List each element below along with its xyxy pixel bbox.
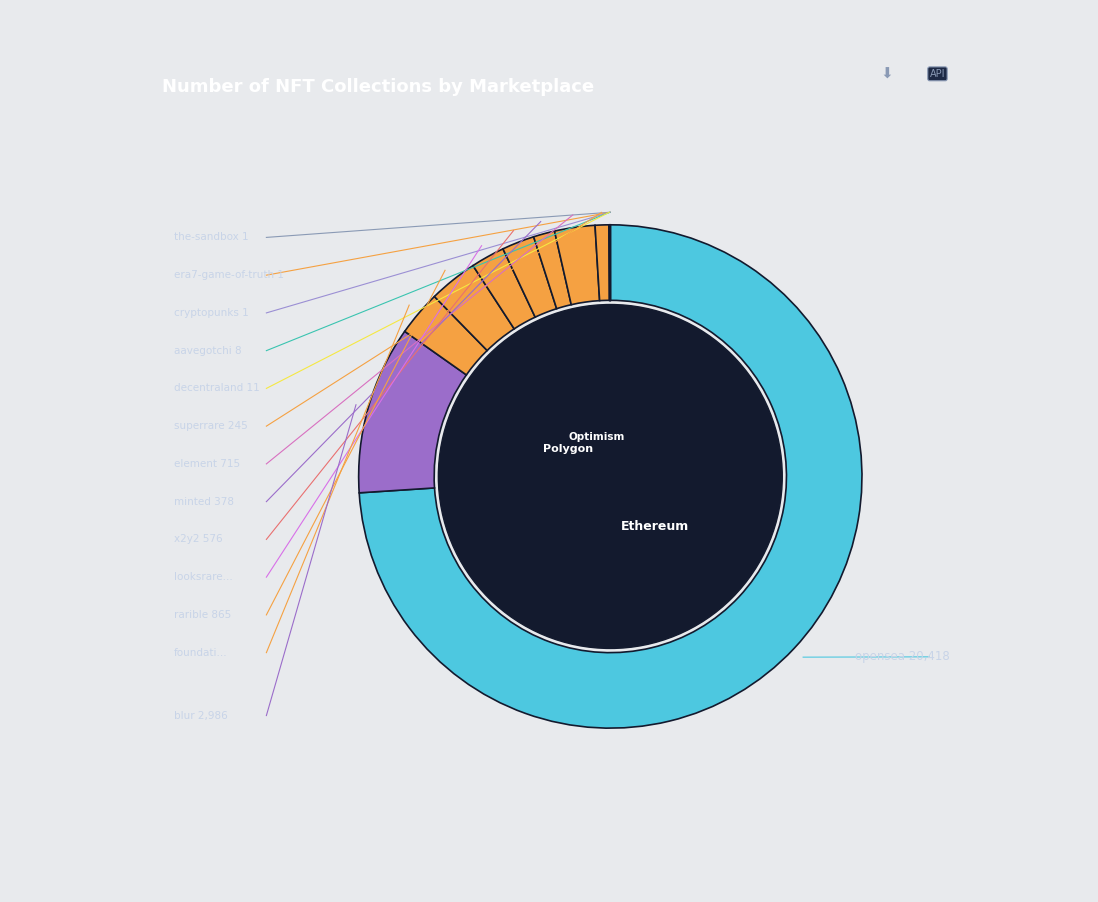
Text: looksrare...: looksrare... <box>175 572 233 582</box>
Wedge shape <box>435 265 514 351</box>
Text: decentraland 11: decentraland 11 <box>175 383 260 393</box>
Wedge shape <box>534 231 571 308</box>
Text: Number of NFT Collections by Marketplace: Number of NFT Collections by Marketplace <box>161 78 594 96</box>
Text: API: API <box>930 69 945 78</box>
Wedge shape <box>359 331 467 492</box>
Wedge shape <box>554 226 600 305</box>
Text: blur 2,986: blur 2,986 <box>175 711 228 721</box>
Wedge shape <box>492 373 610 476</box>
Wedge shape <box>359 225 862 728</box>
Text: aavegotchi 8: aavegotchi 8 <box>175 345 242 355</box>
Text: superrare 245: superrare 245 <box>175 421 248 431</box>
Text: Ethereum: Ethereum <box>621 520 690 533</box>
Wedge shape <box>549 358 610 476</box>
Wedge shape <box>405 297 488 375</box>
Text: Polygon: Polygon <box>542 445 593 455</box>
Text: opensea 20,418: opensea 20,418 <box>855 650 950 663</box>
Text: element 715: element 715 <box>175 459 240 469</box>
Circle shape <box>438 305 782 649</box>
Wedge shape <box>473 249 535 329</box>
Wedge shape <box>491 357 730 596</box>
Text: the-sandbox 1: the-sandbox 1 <box>175 233 249 243</box>
Text: x2y2 576: x2y2 576 <box>175 534 223 545</box>
Wedge shape <box>595 225 609 300</box>
Wedge shape <box>604 357 610 476</box>
Wedge shape <box>503 237 557 318</box>
Text: Footprint Analytics: Footprint Analytics <box>548 467 740 485</box>
Text: ⬇: ⬇ <box>881 67 894 81</box>
Text: cryptopunks 1: cryptopunks 1 <box>175 308 249 318</box>
Text: minted 378: minted 378 <box>175 497 234 507</box>
Wedge shape <box>594 357 610 476</box>
Text: Optimism: Optimism <box>569 432 625 442</box>
Text: foundati...: foundati... <box>175 648 227 658</box>
Text: era7-game-of-truth 1: era7-game-of-truth 1 <box>175 271 284 281</box>
Text: rarible 865: rarible 865 <box>175 610 232 620</box>
